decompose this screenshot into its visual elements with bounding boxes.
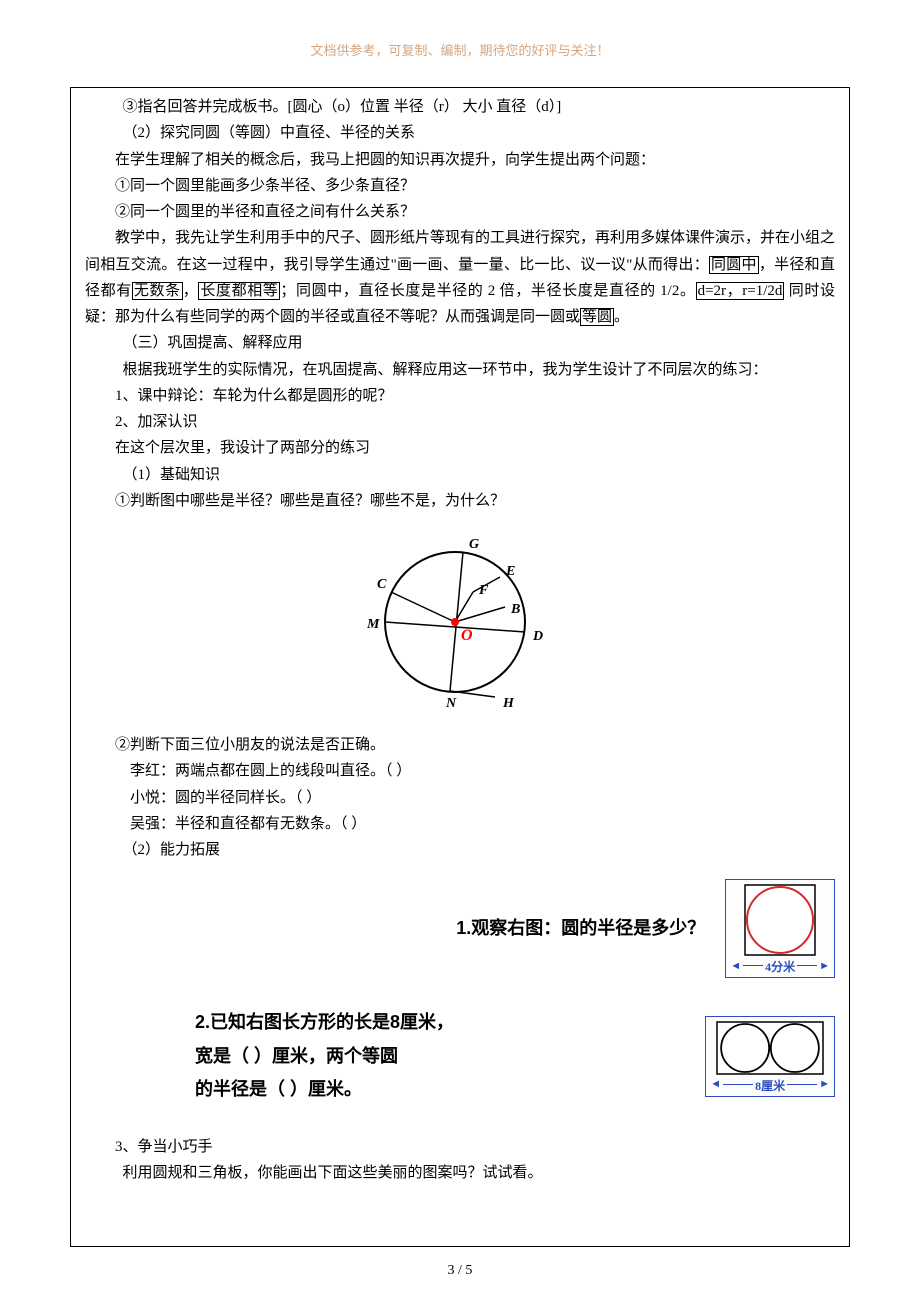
ability-q1-figure: ◄ 4分米 ► (725, 879, 835, 978)
ability-q2-line1: 2.已知右图长方形的长是8厘米， (195, 1006, 691, 1039)
arrow-right-icon: ► (819, 960, 830, 972)
ability-q2-line3: 的半径是（ ）厘米。 (195, 1073, 691, 1106)
ability-section: 1.观察右图：圆的半径是多少？ ◄ 4分米 ► 2 (85, 879, 835, 1106)
header-note: 文档供参考，可复制、编制，期待您的好评与关注！ (70, 40, 850, 59)
circle-diagram-wrap: G E F B C M D N H O (85, 522, 835, 722)
ability-q1-label: 4分米 (765, 958, 795, 975)
body-line: 利用圆规和三角板，你能画出下面这些美丽的图案吗？试试看。 (85, 1160, 835, 1186)
text-span: ；同圆中，直径长度是半径的 2 倍，半径长度是直径的 1/2。 (280, 283, 695, 299)
body-line: ②判断下面三位小朋友的说法是否正确。 (85, 732, 835, 758)
body-paragraph: 教学中，我先让学生利用手中的尺子、圆形纸片等现有的工具进行探究，再利用多媒体课件… (85, 225, 835, 330)
ability-q2-svg (716, 1021, 824, 1075)
body-line: 3、争当小巧手 (85, 1134, 835, 1160)
ability-q2-figure: ◄ 8厘米 ► (705, 1016, 835, 1097)
boxed-text: 长度都相等 (198, 282, 280, 300)
svg-text:B: B (510, 602, 520, 617)
body-line: ②同一个圆里的半径和直径之间有什么关系？ (85, 199, 835, 225)
content-frame: ③指名回答并完成板书。[圆心（o）位置 半径（r） 大小 直径（d）] （2）探… (70, 87, 850, 1247)
boxed-text: d=2r，r=1/2d (696, 282, 785, 300)
svg-text:G: G (469, 537, 479, 552)
svg-text:F: F (478, 583, 489, 598)
svg-text:H: H (502, 696, 515, 711)
body-line: ③指名回答并完成板书。[圆心（o）位置 半径（r） 大小 直径（d）] (85, 94, 835, 120)
svg-text:C: C (377, 577, 387, 592)
body-line: 吴强：半径和直径都有无数条。（ ） (85, 811, 835, 837)
ability-q2-line2: 宽是（ ）厘米，两个等圆 (195, 1040, 691, 1073)
ability-q2-text: 2.已知右图长方形的长是8厘米， 宽是（ ）厘米，两个等圆 的半径是（ ）厘米。 (85, 1006, 691, 1106)
body-line: （1）基础知识 (85, 462, 835, 488)
body-line: （2）探究同圆（等圆）中直径、半径的关系 (85, 120, 835, 146)
body-line: 小悦：圆的半径同样长。（ ） (85, 785, 835, 811)
text-span: ， (183, 283, 199, 299)
page-number: 3 / 5 (70, 1263, 850, 1279)
svg-text:D: D (532, 629, 543, 644)
arrow-right-icon: ► (819, 1078, 830, 1090)
dim-line (787, 1084, 817, 1085)
svg-text:M: M (366, 617, 380, 632)
section-heading: （三）巩固提高、解释应用 (85, 330, 835, 356)
arrow-left-icon: ◄ (710, 1078, 721, 1090)
ability-q2-row: 2.已知右图长方形的长是8厘米， 宽是（ ）厘米，两个等圆 的半径是（ ）厘米。… (85, 1006, 835, 1106)
ability-q1-text: 1.观察右图：圆的半径是多少？ (85, 912, 711, 945)
body-line: 在这个层次里，我设计了两部分的练习 (85, 435, 835, 461)
boxed-text: 无数条 (132, 282, 183, 300)
boxed-text: 同圆中 (709, 256, 759, 274)
svg-text:N: N (445, 696, 457, 711)
arrow-left-icon: ◄ (730, 960, 741, 972)
body-line: 在学生理解了相关的概念后，我马上把圆的知识再次提升，向学生提出两个问题： (85, 147, 835, 173)
body-line: 1、课中辩论：车轮为什么都是圆形的呢？ (85, 383, 835, 409)
dim-line (743, 965, 763, 966)
body-line: ①判断图中哪些是半径？哪些是直径？哪些不是，为什么？ (85, 488, 835, 514)
body-line: 李红：两端点都在圆上的线段叫直径。（ ） (85, 758, 835, 784)
ability-q1-svg (744, 884, 816, 956)
boxed-text: 等圆 (580, 308, 614, 326)
text-span: 。 (614, 309, 629, 325)
page: 文档供参考，可复制、编制，期待您的好评与关注！ ③指名回答并完成板书。[圆心（o… (0, 0, 920, 1309)
dim-line (797, 965, 817, 966)
body-line: （2）能力拓展 (85, 837, 835, 863)
body-line: ①同一个圆里能画多少条半径、多少条直径？ (85, 173, 835, 199)
body-line: 2、加深认识 (85, 409, 835, 435)
body-line: 根据我班学生的实际情况，在巩固提高、解释应用这一环节中，我为学生设计了不同层次的… (85, 357, 835, 383)
content-body: ③指名回答并完成板书。[圆心（o）位置 半径（r） 大小 直径（d）] （2）探… (71, 88, 849, 1193)
svg-text:E: E (505, 564, 515, 579)
circle-diagram: G E F B C M D N H O (355, 522, 565, 722)
dim-line (723, 1084, 753, 1085)
ability-q2-label: 8厘米 (755, 1077, 785, 1094)
svg-text:O: O (461, 627, 473, 644)
ability-q1-row: 1.观察右图：圆的半径是多少？ ◄ 4分米 ► (85, 879, 835, 978)
